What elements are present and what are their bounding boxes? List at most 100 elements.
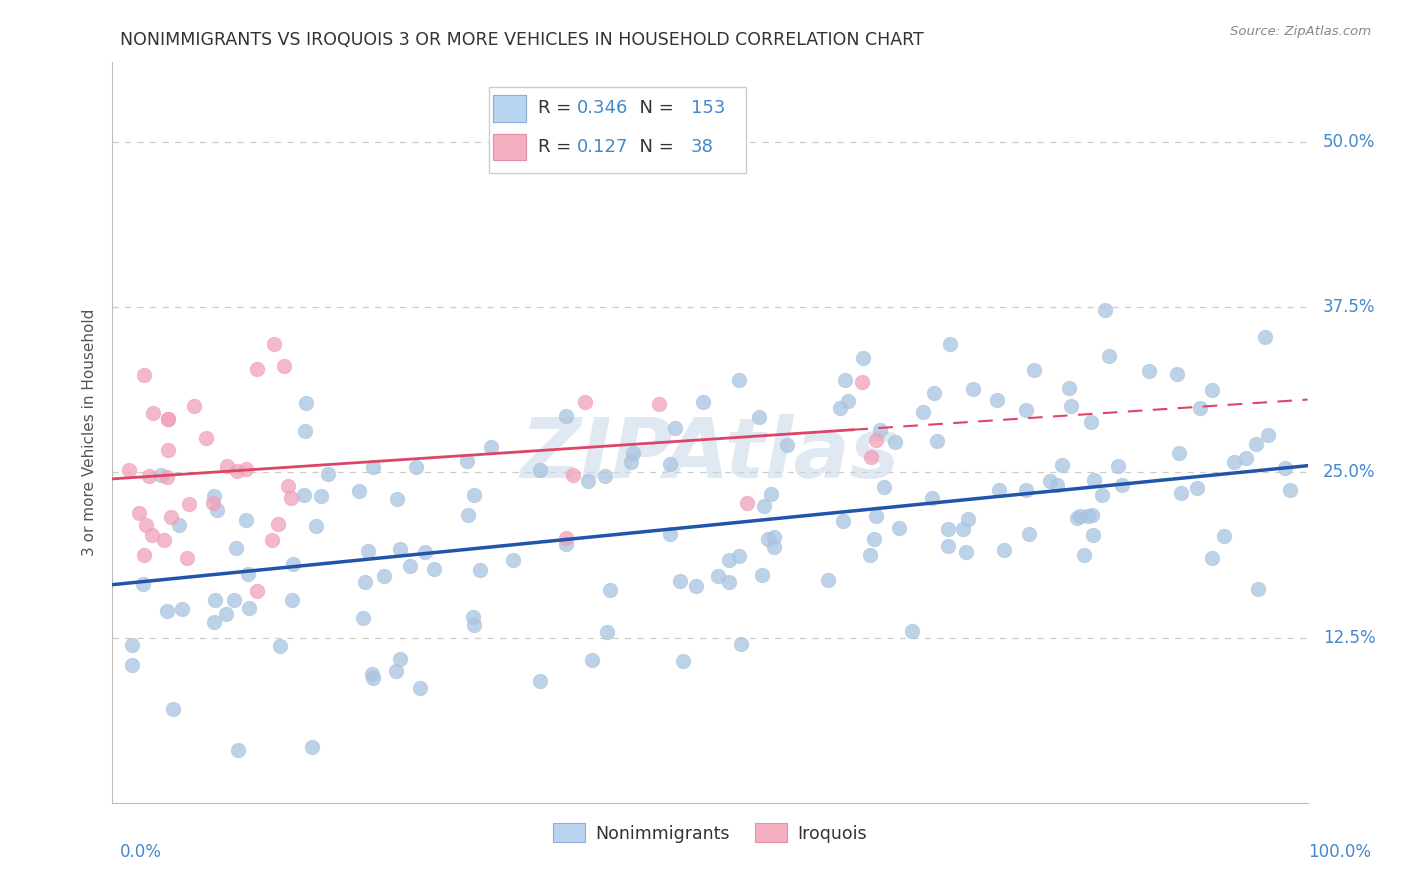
Point <box>834 373 856 387</box>
Point <box>561 467 583 482</box>
Point <box>599 582 621 597</box>
Point <box>887 521 910 535</box>
Point <box>156 469 179 483</box>
Point <box>865 433 887 447</box>
Point <box>463 488 485 502</box>
Point <box>728 373 751 387</box>
Point <box>730 637 752 651</box>
Point <box>226 743 249 757</box>
Point <box>1060 399 1083 413</box>
Point <box>851 375 873 389</box>
Point <box>157 443 180 458</box>
Point <box>269 639 291 653</box>
Point <box>576 474 599 488</box>
Point <box>1069 509 1091 524</box>
Point <box>292 488 315 502</box>
Point <box>1015 483 1038 498</box>
Point <box>718 553 741 567</box>
Point <box>986 393 1008 408</box>
Point <box>751 568 773 582</box>
Point <box>1201 551 1223 566</box>
Point <box>936 539 959 553</box>
Point <box>1244 437 1267 451</box>
Point <box>1066 511 1088 525</box>
Point <box>776 438 799 452</box>
Point <box>141 527 163 541</box>
Text: 37.5%: 37.5% <box>1323 298 1375 316</box>
Point <box>555 537 578 551</box>
Point <box>281 557 304 571</box>
Point <box>388 652 411 666</box>
Point <box>273 359 295 374</box>
Point <box>828 401 851 416</box>
Point <box>529 674 551 689</box>
Point <box>156 603 179 617</box>
Point <box>669 574 692 588</box>
Point <box>236 567 259 582</box>
Text: 100.0%: 100.0% <box>1308 843 1371 861</box>
Point <box>157 412 180 426</box>
Point <box>993 543 1015 558</box>
Point <box>121 657 143 672</box>
Point <box>205 502 228 516</box>
Point <box>422 562 444 576</box>
Point <box>925 434 948 449</box>
Point <box>922 386 945 401</box>
Point <box>1274 461 1296 475</box>
Text: 0.346: 0.346 <box>578 99 628 118</box>
Point <box>837 394 859 409</box>
Point <box>593 468 616 483</box>
Point <box>301 739 323 754</box>
Point <box>135 517 157 532</box>
Point <box>409 681 432 695</box>
Point <box>1137 364 1160 378</box>
FancyBboxPatch shape <box>492 95 526 121</box>
Point <box>138 469 160 483</box>
Text: ZIPAtlas: ZIPAtlas <box>520 414 900 495</box>
Text: 25.0%: 25.0% <box>1323 463 1375 482</box>
Point <box>817 573 839 587</box>
Point <box>1039 474 1062 488</box>
Point <box>167 518 190 533</box>
Point <box>398 558 420 573</box>
Point <box>1083 473 1105 487</box>
Point <box>901 624 924 638</box>
Point <box>1022 363 1045 377</box>
Point <box>502 553 524 567</box>
Point <box>195 431 218 445</box>
Point <box>685 579 707 593</box>
Point <box>756 533 779 547</box>
FancyBboxPatch shape <box>492 95 526 121</box>
Point <box>246 584 269 599</box>
Point <box>304 519 326 533</box>
Point <box>385 492 408 507</box>
Point <box>132 576 155 591</box>
Point <box>479 441 502 455</box>
Point <box>1166 368 1188 382</box>
Point <box>260 533 283 548</box>
Point <box>962 382 984 396</box>
Point <box>1167 445 1189 459</box>
Point <box>201 496 224 510</box>
Text: 50.0%: 50.0% <box>1323 133 1375 151</box>
Point <box>277 479 299 493</box>
Point <box>1201 383 1223 397</box>
Point <box>238 600 260 615</box>
Point <box>748 410 770 425</box>
FancyBboxPatch shape <box>489 87 747 173</box>
Point <box>939 337 962 351</box>
Point <box>461 610 484 624</box>
Point <box>581 653 603 667</box>
Point <box>361 460 384 475</box>
Point <box>936 522 959 536</box>
Point <box>157 412 180 426</box>
Text: NONIMMIGRANTS VS IROQUOIS 3 OR MORE VEHICLES IN HOUSEHOLD CORRELATION CHART: NONIMMIGRANTS VS IROQUOIS 3 OR MORE VEHI… <box>120 31 924 49</box>
Point <box>718 574 741 589</box>
Point <box>235 462 257 476</box>
Point <box>658 527 681 541</box>
Point <box>595 625 617 640</box>
Point <box>1091 488 1114 502</box>
FancyBboxPatch shape <box>492 134 526 161</box>
Point <box>865 509 887 524</box>
Point <box>1081 528 1104 542</box>
